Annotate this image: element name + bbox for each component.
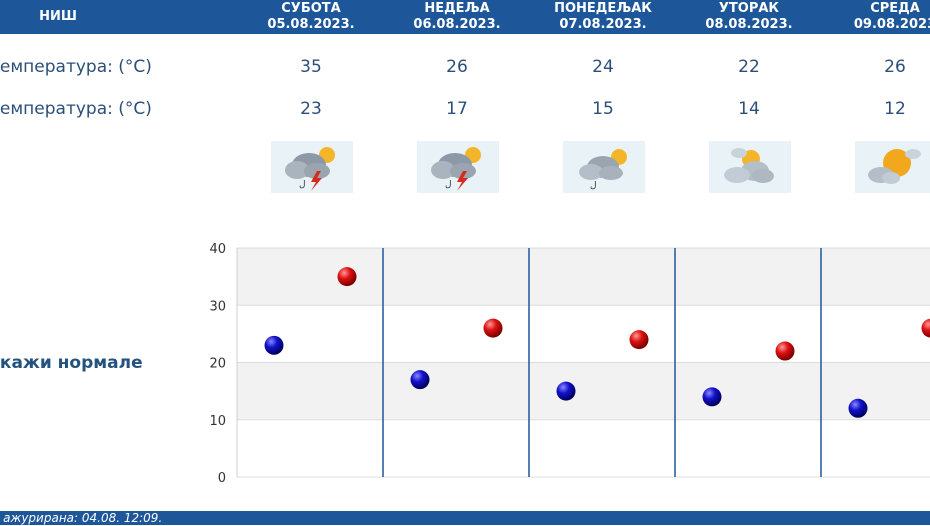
grid-band (237, 363, 930, 420)
min-temp-point (849, 399, 868, 418)
max-temp-point (338, 267, 357, 286)
max-temp-point (484, 319, 503, 338)
grid-band (237, 420, 930, 477)
y-tick-label: 0 (218, 471, 226, 486)
last-updated-text: а ажурирана: 04.08. 12:09. (0, 511, 162, 526)
min-temp-point (557, 382, 576, 401)
max-temp-point (630, 330, 649, 349)
min-temp-point (703, 387, 722, 406)
footer-bar: а ажурирана: 04.08. 12:09. (0, 511, 930, 525)
y-tick-label: 30 (209, 299, 226, 314)
y-tick-label: 10 (209, 414, 226, 429)
min-temp-point (411, 370, 430, 389)
grid-band (237, 305, 930, 362)
max-temp-point (776, 342, 795, 361)
min-temp-point (265, 336, 284, 355)
y-tick-label: 40 (209, 242, 226, 257)
y-tick-label: 20 (209, 357, 226, 372)
